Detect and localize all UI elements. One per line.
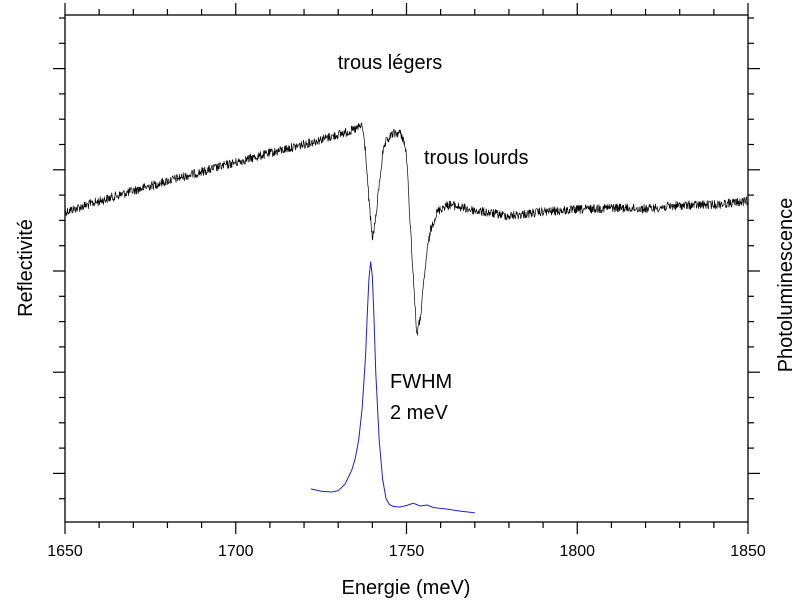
x-tick-label: 1750	[389, 543, 425, 560]
x-tick-label: 1850	[730, 543, 766, 560]
plot-frame	[64, 14, 749, 523]
x-axis-title: Energie (meV)	[342, 577, 471, 599]
x-tick-label: 1800	[559, 543, 595, 560]
reflectivity-line	[64, 122, 749, 336]
y-axis-title-left: Reflectivité	[15, 219, 37, 317]
annotation-light-holes: trous légers	[338, 52, 443, 74]
y-axis-title-right: Photoluminescence	[775, 198, 797, 373]
x-axis-tick-labels: 1650 1700 1750 1800 1850	[47, 543, 766, 560]
photoluminescence-line	[310, 261, 475, 514]
annotation-fwhm-value: 2 meV	[390, 402, 448, 424]
series-layer	[64, 122, 749, 514]
annotation-heavy-holes: trous lourds	[424, 147, 529, 169]
x-tick-label: 1700	[218, 543, 254, 560]
x-tick-label: 1650	[47, 543, 83, 560]
x-axis-ticks	[64, 3, 749, 534]
y-axis-ticks	[53, 17, 760, 500]
annotation-fwhm-label: FWHM	[390, 371, 452, 393]
